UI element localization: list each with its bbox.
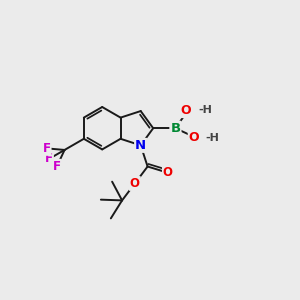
Text: O: O <box>181 104 191 117</box>
Text: -H: -H <box>205 133 219 143</box>
Text: F: F <box>53 160 61 173</box>
Text: O: O <box>163 166 173 179</box>
Text: O: O <box>188 131 199 144</box>
Text: F: F <box>43 142 51 155</box>
Text: N: N <box>135 139 146 152</box>
Text: O: O <box>130 177 140 190</box>
Text: F: F <box>45 152 53 166</box>
Text: B: B <box>170 122 181 135</box>
Text: -H: -H <box>198 105 212 115</box>
